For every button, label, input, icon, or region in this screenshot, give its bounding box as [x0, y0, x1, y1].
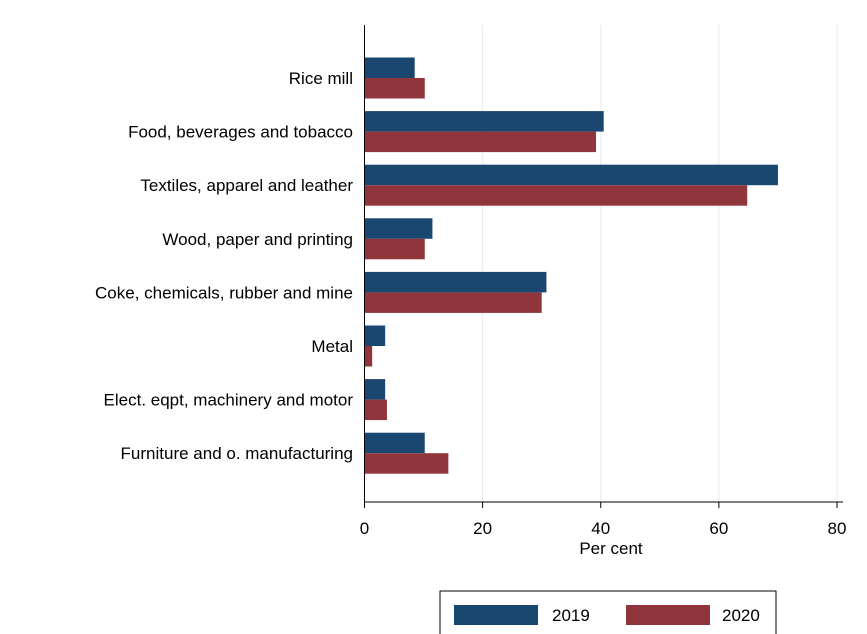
legend-label: 2019 — [552, 606, 590, 625]
bar-2020 — [364, 131, 597, 153]
legend-swatch-2019 — [454, 605, 538, 625]
bar-2020 — [364, 185, 748, 206]
category-label: Metal — [311, 337, 353, 356]
bar-2019 — [364, 432, 425, 454]
category-label: Textiles, apparel and leather — [140, 176, 353, 195]
category-label: Coke, chemicals, rubber and mine — [95, 283, 353, 302]
bar-2020 — [364, 292, 542, 313]
bars — [364, 57, 778, 474]
category-label: Food, beverages and tobacco — [128, 123, 353, 142]
bar-2019 — [364, 111, 604, 132]
x-tick-label: 60 — [709, 519, 728, 538]
bar-2019 — [364, 271, 547, 293]
category-label: Elect. eqpt, machinery and motor — [104, 391, 354, 410]
grid — [482, 25, 838, 502]
x-tick-label: 20 — [473, 519, 492, 538]
bar-2019 — [364, 325, 386, 346]
category-labels: Rice mill Food, beverages and tobacco Text… — [95, 69, 353, 463]
bar-2020 — [364, 78, 425, 99]
bar-2020 — [364, 453, 449, 474]
bar-2020 — [364, 346, 373, 367]
legend-swatch-2020 — [626, 605, 710, 625]
bar-2019 — [364, 57, 415, 78]
category-label: Rice mill — [289, 69, 353, 88]
x-tick-label: 0 — [360, 519, 369, 538]
x-tick-label: 40 — [591, 519, 610, 538]
legend: 2019 2020 — [439, 590, 777, 634]
axes — [364, 25, 843, 508]
category-label: Wood, paper and printing — [162, 230, 353, 249]
x-tick-labels: 0 20 40 60 80 — [360, 519, 847, 538]
bar-2020 — [364, 238, 425, 260]
legend-label: 2020 — [722, 606, 760, 625]
bar-2019 — [364, 218, 433, 239]
x-axis-title: Per cent — [579, 539, 643, 558]
bar-2020 — [364, 399, 387, 421]
x-tick-label: 80 — [828, 519, 847, 538]
bar-2019 — [364, 379, 386, 400]
category-label: Furniture and o. manufacturing — [121, 444, 353, 463]
bar-2019 — [364, 164, 778, 186]
